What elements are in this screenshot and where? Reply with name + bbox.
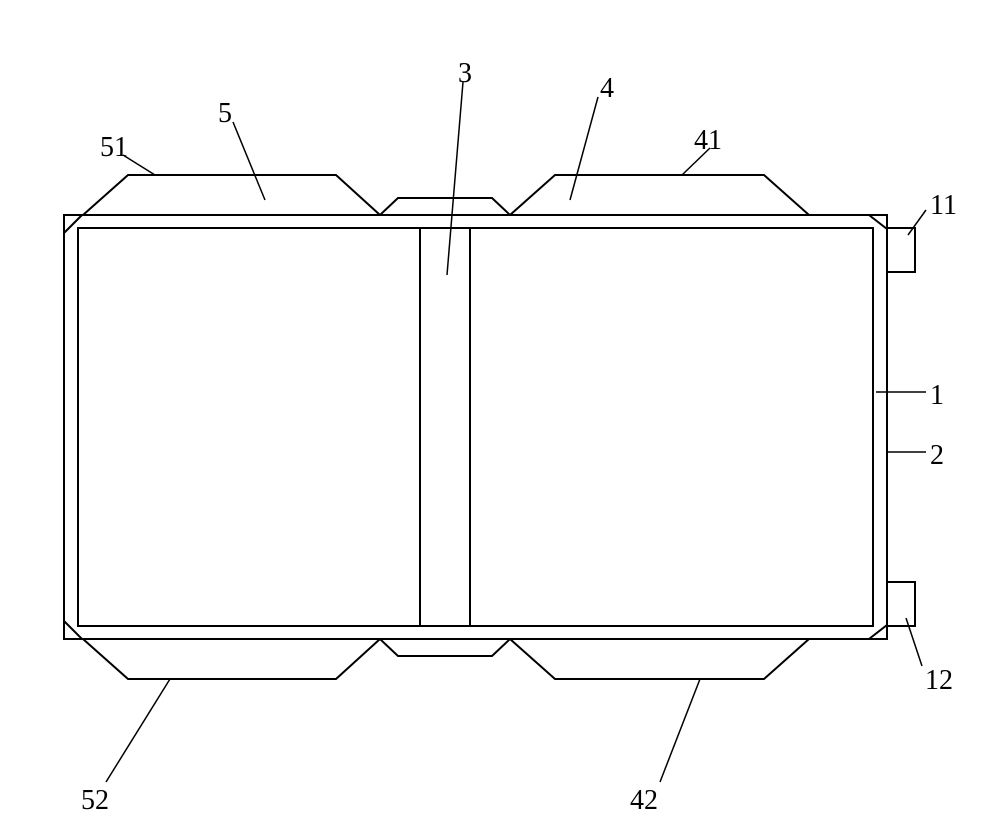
outer-rect — [64, 215, 887, 639]
top-flap-center — [380, 198, 510, 215]
label-51: 51 — [100, 132, 128, 164]
leader-line — [908, 210, 926, 235]
bottom-flap-left — [83, 639, 380, 679]
top-flap-right — [510, 175, 809, 215]
label-5: 5 — [218, 98, 232, 130]
right-tab-top — [887, 228, 915, 272]
bottom-flap-right — [510, 639, 809, 679]
leader-line — [233, 122, 265, 200]
label-52: 52 — [81, 785, 109, 817]
label-4: 4 — [600, 73, 614, 105]
label-1: 1 — [930, 380, 944, 412]
label-12: 12 — [925, 665, 953, 697]
label-11: 11 — [930, 190, 957, 222]
leader-line — [570, 97, 598, 200]
technical-diagram — [0, 0, 1000, 831]
leader-line — [106, 679, 170, 782]
bottom-flap-center — [380, 639, 510, 656]
top-flap-left — [83, 175, 380, 215]
label-42: 42 — [630, 785, 658, 817]
right-tab-bottom — [887, 582, 915, 626]
label-3: 3 — [458, 58, 472, 90]
label-41: 41 — [694, 125, 722, 157]
leader-line — [660, 679, 700, 782]
label-2: 2 — [930, 440, 944, 472]
